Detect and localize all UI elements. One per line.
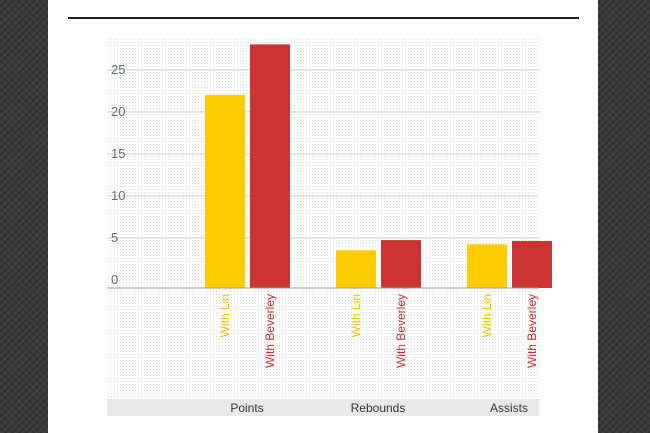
category-strip [107,399,539,416]
grid-lines [107,69,539,239]
y-tick-label: 20 [111,104,125,119]
bar-assists-with-beverley [512,240,552,288]
bar-points-with-lin [205,94,245,288]
y-tick-label: 0 [111,272,118,287]
bar-rebounds-with-beverley [381,240,421,288]
bar-series-label: With Lin [349,294,363,337]
bars [205,44,552,289]
bar-series-label: With Lin [480,294,494,337]
bar-assists-with-lin [467,244,507,288]
bar-series-label: With Lin [218,294,232,337]
page-card: 0 5 10 15 20 25 With Lin With Beverley With Lin… [48,0,598,433]
bar-series-label: With Beverley [263,294,277,368]
top-divider [68,17,579,19]
plot-background [107,38,539,399]
y-tick-label: 15 [111,146,125,161]
y-tick-label: 25 [111,62,125,77]
bar-rebounds-with-lin [336,250,376,288]
bar-labels: With Lin With Beverley With Lin With Beverl… [218,294,539,368]
category-label: Rebounds [351,401,406,415]
y-tick-label: 5 [111,230,118,245]
bar-series-label: With Beverley [525,294,539,368]
bar-series-label: With Beverley [394,294,408,368]
category-label: Assists [490,401,528,415]
category-label: Points [230,401,263,415]
y-tick-label: 10 [111,188,125,203]
bar-points-with-beverley [250,44,290,289]
category-labels: Points Rebounds Assists [230,401,528,415]
y-axis-ticks: 0 5 10 15 20 25 [111,62,125,287]
